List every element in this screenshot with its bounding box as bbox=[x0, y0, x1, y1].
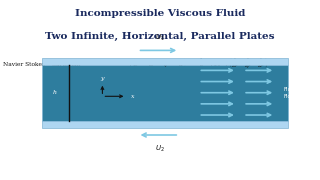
Text: $U_2$: $U_2$ bbox=[155, 144, 165, 154]
Text: y: y bbox=[101, 76, 104, 81]
Text: $\rho\!\left(\frac{\partial u}{\partial t}+u\frac{\partial u}{\partial x}+v\frac: $\rho\!\left(\frac{\partial u}{\partial … bbox=[129, 57, 268, 72]
Bar bbox=[42, 58, 288, 65]
Text: Two Infinite, Horizontal, Parallel Plates: Two Infinite, Horizontal, Parallel Plate… bbox=[45, 32, 275, 41]
Text: x: x bbox=[131, 94, 135, 99]
Bar bbox=[42, 121, 288, 128]
Text: Incompressible Viscous Fluid: Incompressible Viscous Fluid bbox=[75, 9, 245, 18]
Text: Navier Stokes – Cartesian: Navier Stokes – Cartesian bbox=[3, 62, 81, 67]
Text: Fluid
Flow: Fluid Flow bbox=[283, 87, 296, 98]
Text: $U_1$: $U_1$ bbox=[155, 33, 165, 43]
Bar bbox=[42, 65, 288, 121]
Text: h: h bbox=[53, 90, 57, 95]
